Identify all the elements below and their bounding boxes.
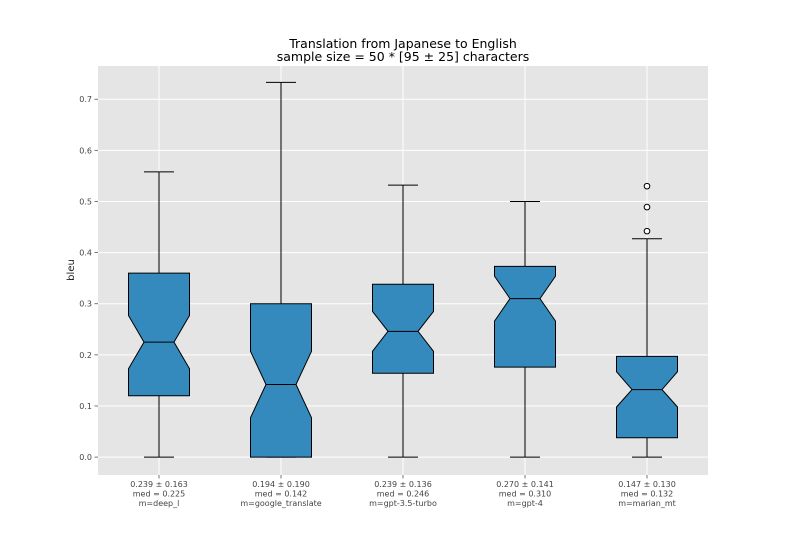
y-tick-label: 0.4 — [79, 249, 92, 258]
category-median-label: med = 0.310 — [499, 490, 551, 499]
category-median-label: med = 0.142 — [255, 490, 307, 499]
category-name: m=gpt-3.5-turbo — [369, 499, 437, 508]
notched-box — [494, 265, 556, 368]
y-tick-label: 0.2 — [79, 351, 92, 360]
category-summary: 0.194 ± 0.190 — [252, 480, 310, 489]
boxes — [128, 81, 678, 458]
y-axis-label: bleu — [66, 259, 77, 281]
notched-box — [616, 355, 678, 439]
category-summary: 0.147 ± 0.130 — [618, 480, 676, 489]
box-google_translate — [250, 81, 312, 458]
y-tick-label: 0.3 — [79, 300, 92, 309]
box-gpt-4 — [494, 200, 556, 458]
category-summary: 0.239 ± 0.136 — [374, 480, 432, 489]
outlier-point — [643, 182, 651, 190]
chart-subtitle: sample size = 50 * [95 ± 25] characters — [277, 49, 530, 64]
category-median-label: med = 0.225 — [133, 490, 185, 499]
category-name: m=gpt-4 — [507, 499, 543, 508]
category-median-label: med = 0.246 — [377, 490, 429, 499]
box-deep_l — [128, 171, 190, 458]
y-tick-label: 0.7 — [79, 95, 92, 104]
y-tick-label: 0.0 — [79, 453, 92, 462]
outlier-point — [643, 227, 651, 235]
category-summary: 0.239 ± 0.163 — [130, 480, 188, 489]
box-gpt-3.5-turbo — [372, 184, 434, 458]
y-tick-label: 0.6 — [79, 146, 92, 155]
chart-title: Translation from Japanese to English — [288, 36, 517, 51]
y-tick-label: 0.1 — [79, 402, 92, 411]
notched-box — [250, 303, 312, 458]
category-name: m=google_translate — [240, 499, 321, 508]
notched-box — [128, 272, 190, 397]
notched-box — [372, 283, 434, 374]
category-name: m=deep_l — [139, 499, 180, 508]
y-tick-label: 0.5 — [79, 197, 92, 206]
category-name: m=marian_mt — [618, 499, 676, 508]
category-summary: 0.270 ± 0.141 — [496, 480, 554, 489]
box-marian_mt — [616, 182, 678, 458]
outlier-point — [643, 203, 651, 211]
category-median-label: med = 0.132 — [621, 490, 673, 499]
y-axis: 0.0 0.1 0.2 0.3 0.4 0.5 0.6 0.7 — [79, 95, 98, 462]
